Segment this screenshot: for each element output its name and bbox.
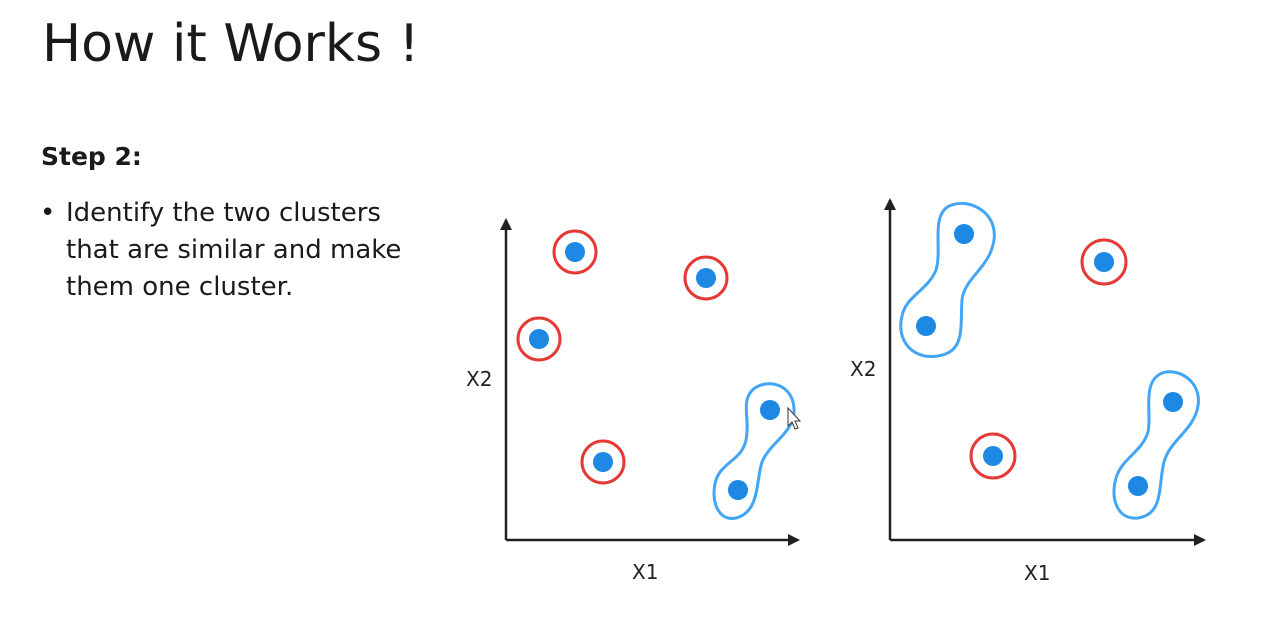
x-axis-label: X1 — [1024, 561, 1050, 585]
cluster-single — [516, 316, 562, 362]
cluster-ring — [516, 316, 562, 362]
bullet-list: • Identify the two clusters that are sim… — [40, 195, 416, 306]
data-point — [1163, 392, 1183, 412]
data-point — [1094, 252, 1114, 272]
cluster-single — [552, 229, 598, 275]
cluster-outline — [899, 202, 996, 358]
cluster-merged — [712, 382, 796, 520]
diagram-after: X1 X2 — [850, 198, 1206, 585]
slide-title: How it Works ! — [42, 14, 420, 74]
cluster-single — [580, 439, 626, 485]
bullet-text: Identify the two clusters that are simil… — [66, 198, 402, 302]
y-axis-label: X2 — [850, 357, 876, 381]
cluster-ring — [683, 255, 729, 301]
cluster-ring — [552, 229, 598, 275]
cluster-merged — [1112, 370, 1200, 520]
data-point — [916, 316, 936, 336]
data-point — [565, 242, 585, 262]
data-point — [529, 329, 549, 349]
y-axis-label: X2 — [466, 367, 492, 391]
cluster-single — [683, 255, 729, 301]
cluster-ring — [969, 432, 1017, 480]
cluster-single — [1080, 238, 1128, 286]
data-point — [696, 268, 716, 288]
bullet-item: • Identify the two clusters that are sim… — [40, 195, 416, 306]
x-axis-label: X1 — [632, 560, 658, 584]
data-point — [593, 452, 613, 472]
data-point — [760, 400, 780, 420]
data-point — [728, 480, 748, 500]
step-heading: Step 2: — [41, 142, 142, 171]
cluster-ring — [580, 439, 626, 485]
data-point — [1128, 476, 1148, 496]
cluster-outline — [712, 382, 796, 520]
cluster-single — [969, 432, 1017, 480]
cluster-merged — [899, 202, 996, 358]
data-point — [954, 224, 974, 244]
mouse-cursor-icon — [787, 406, 802, 430]
bullet-icon: • — [40, 198, 56, 228]
diagram-before: X1 X2 — [466, 218, 802, 584]
data-point — [983, 446, 1003, 466]
cluster-outline — [1112, 370, 1200, 520]
cluster-ring — [1080, 238, 1128, 286]
